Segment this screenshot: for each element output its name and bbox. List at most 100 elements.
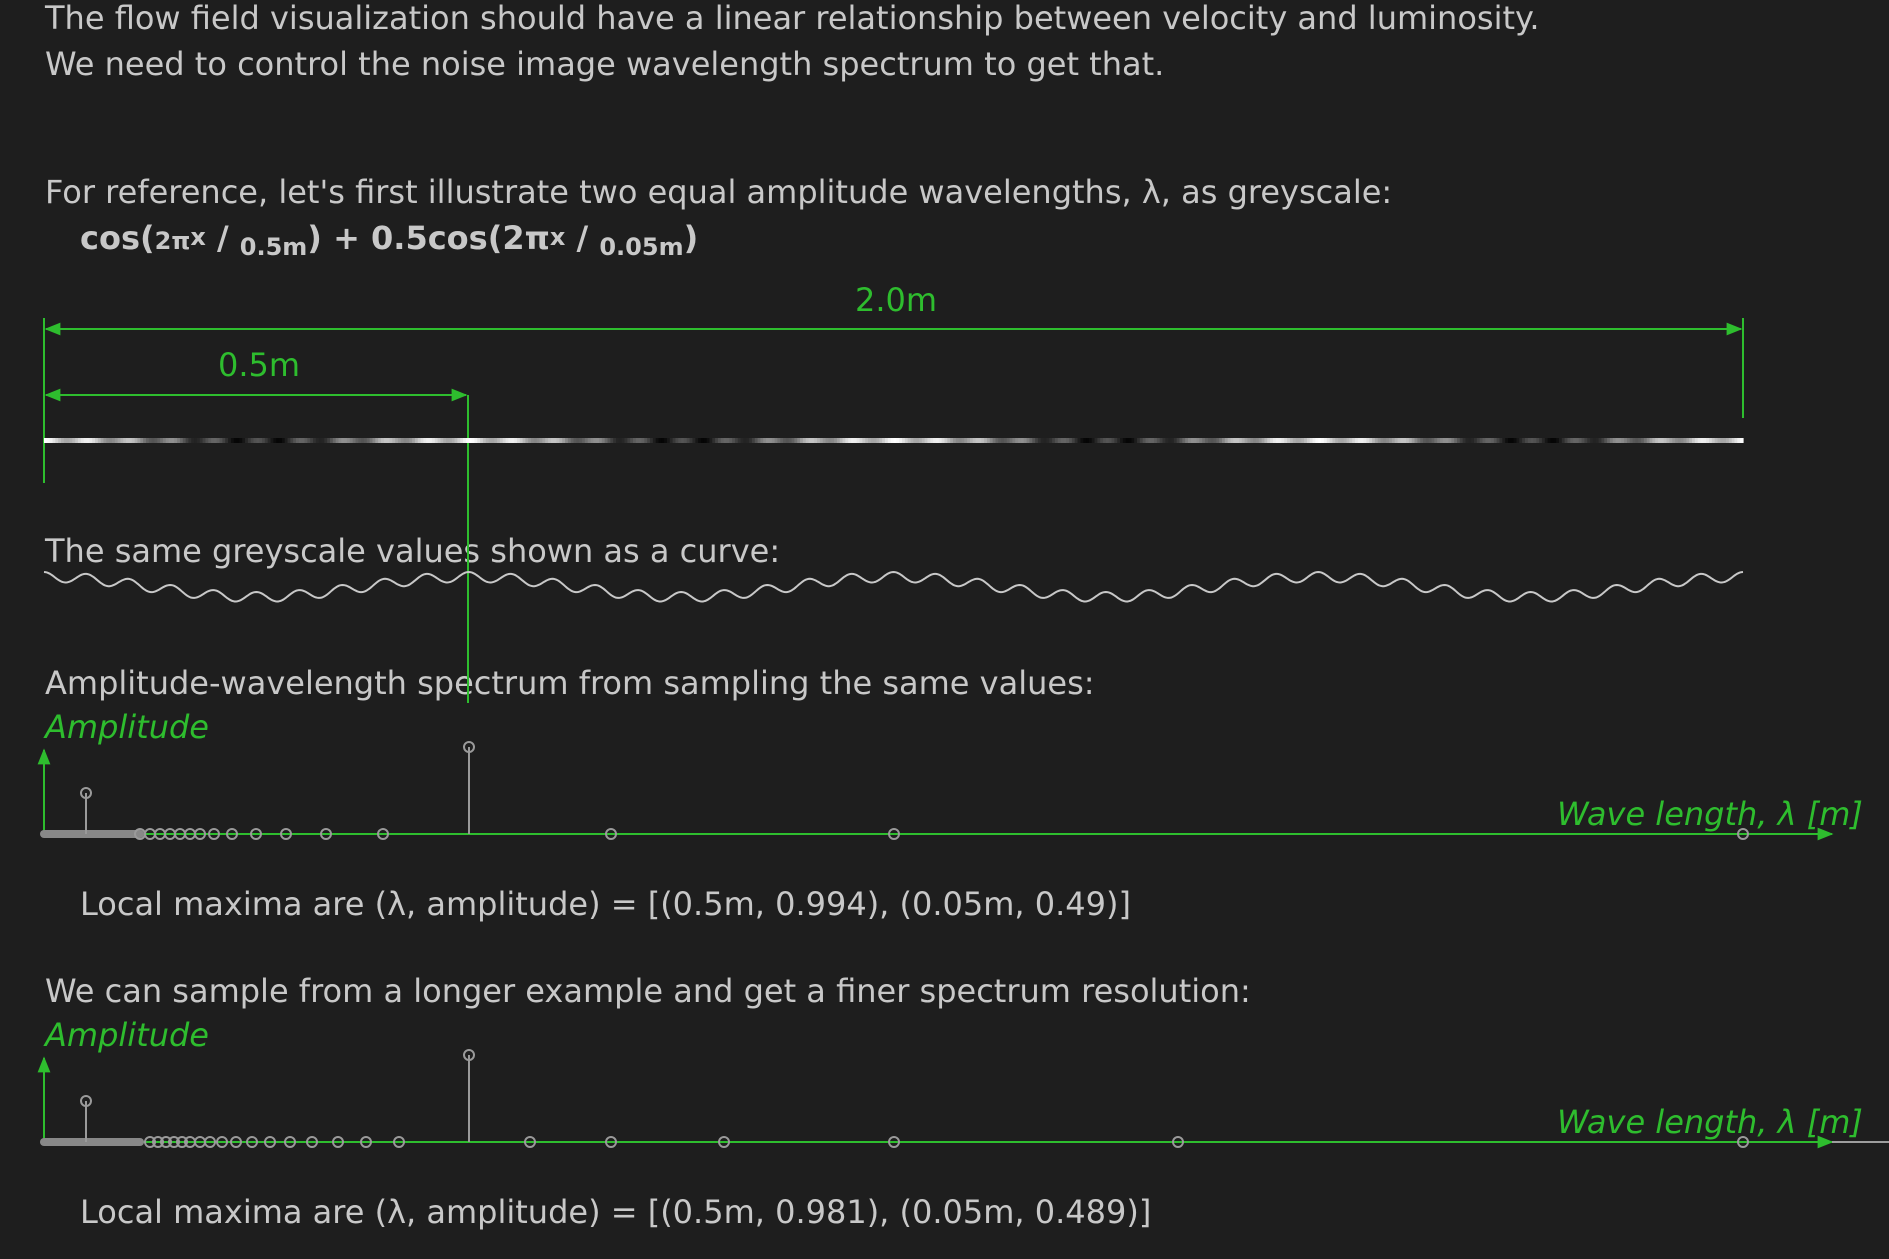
greyscale-cell [44, 438, 48, 443]
greyscale-cell [477, 438, 481, 443]
greyscale-cell [1301, 438, 1305, 443]
greyscale-cell [140, 438, 144, 443]
greyscale-cell [1612, 438, 1617, 443]
greyscale-cell [596, 438, 600, 443]
greyscale-cell [1383, 438, 1387, 443]
greyscale-cell [958, 438, 963, 443]
greyscale-cell [344, 438, 348, 443]
greyscale-cell [1394, 438, 1399, 443]
greyscale-cell [700, 438, 705, 443]
greyscale-cell [683, 438, 688, 443]
greyscale-cell [1414, 438, 1418, 443]
greyscale-cell [1397, 438, 1401, 443]
greyscale-cell [1369, 438, 1373, 443]
greyscale-cell [565, 438, 569, 443]
greyscale-cell [1711, 438, 1716, 443]
greyscale-cell [1462, 438, 1467, 443]
greyscale-cell [771, 438, 776, 443]
greyscale-cell [952, 438, 957, 443]
greyscale-cell [1646, 438, 1651, 443]
greyscale-cell [97, 438, 102, 443]
greyscale-cell [160, 438, 164, 443]
greyscale-cell [1403, 438, 1407, 443]
greyscale-cell [1309, 438, 1314, 443]
greyscale-cell [1502, 438, 1506, 443]
greyscale-cell [383, 438, 388, 443]
spectrum-sample-point [888, 1136, 900, 1148]
greyscale-cell [1142, 438, 1147, 443]
greyscale-cell [1734, 438, 1738, 443]
greyscale-cell [964, 438, 968, 443]
greyscale-cell [907, 438, 912, 443]
curve-caption: The same greyscale values shown as a cur… [45, 532, 781, 570]
greyscale-cell [213, 438, 218, 443]
greyscale-cell [536, 438, 541, 443]
spectrum-sample-point [246, 1136, 258, 1148]
greyscale-cell [737, 438, 742, 443]
spectrum1-y-label: Amplitude [45, 708, 209, 746]
greyscale-cell [777, 438, 781, 443]
greyscale-cell [1584, 438, 1588, 443]
greyscale-cell [981, 438, 985, 443]
greyscale-cell [545, 438, 549, 443]
greyscale-cell [397, 438, 402, 443]
greyscale-cell [1689, 438, 1693, 443]
greyscale-cell [655, 438, 660, 443]
greyscale-cell [848, 438, 852, 443]
greyscale-cell [103, 438, 107, 443]
greyscale-cell [1457, 438, 1461, 443]
greyscale-cell [304, 438, 308, 443]
greyscale-cell [1666, 438, 1670, 443]
greyscale-cell [678, 438, 682, 443]
greyscale-cell [134, 438, 139, 443]
greyscale-cell [1278, 438, 1283, 443]
greyscale-cell [1267, 438, 1271, 443]
greyscale-cell [1680, 438, 1685, 443]
greyscale-cell [1374, 438, 1379, 443]
greyscale-cell [1210, 438, 1215, 443]
greyscale-cell [434, 438, 439, 443]
greyscale-cell [474, 438, 478, 443]
greyscale-cell [52, 438, 56, 443]
greyscale-cell [984, 438, 988, 443]
greyscale-cell [548, 438, 552, 443]
greyscale-cell [1097, 438, 1101, 443]
greyscale-cell [511, 438, 515, 443]
greyscale-cell [879, 438, 883, 443]
greyscale-cell [55, 438, 59, 443]
greyscale-cell [1372, 438, 1376, 443]
greyscale-cell [281, 438, 286, 443]
greyscale-cell [1675, 438, 1679, 443]
greyscale-cell [273, 438, 277, 443]
greyscale-cell [1315, 438, 1319, 443]
greyscale-cell [986, 438, 991, 443]
greyscale-cell [123, 438, 127, 443]
greyscale-cell [400, 438, 405, 443]
greyscale-cell [222, 438, 226, 443]
greyscale-cell [754, 438, 759, 443]
greyscale-cell [1199, 438, 1203, 443]
greyscale-cell [613, 438, 617, 443]
greyscale-cell [1573, 438, 1577, 443]
greyscale-cell [1652, 438, 1656, 443]
spectrum-sample-point [605, 828, 617, 840]
greyscale-cell [1117, 438, 1121, 443]
greyscale-cell [998, 438, 1002, 443]
greyscale-cell [1709, 438, 1713, 443]
greyscale-cell [1145, 438, 1149, 443]
spectrum-peak-point [463, 741, 475, 753]
greyscale-cell [253, 438, 257, 443]
greyscale-cell [174, 438, 178, 443]
greyscale-cell [599, 438, 603, 443]
greyscale-cell [621, 438, 626, 443]
greyscale-cell [392, 438, 396, 443]
greyscale-cell [1697, 438, 1702, 443]
greyscale-cell [740, 438, 745, 443]
greyscale-cell [559, 438, 563, 443]
greyscale-cell [72, 438, 76, 443]
intro-line-2: We need to control the noise image wavel… [45, 45, 1165, 83]
greyscale-cell [355, 438, 359, 443]
greyscale-cell [1335, 438, 1339, 443]
greyscale-cell [1380, 438, 1384, 443]
greyscale-cell [1009, 438, 1014, 443]
